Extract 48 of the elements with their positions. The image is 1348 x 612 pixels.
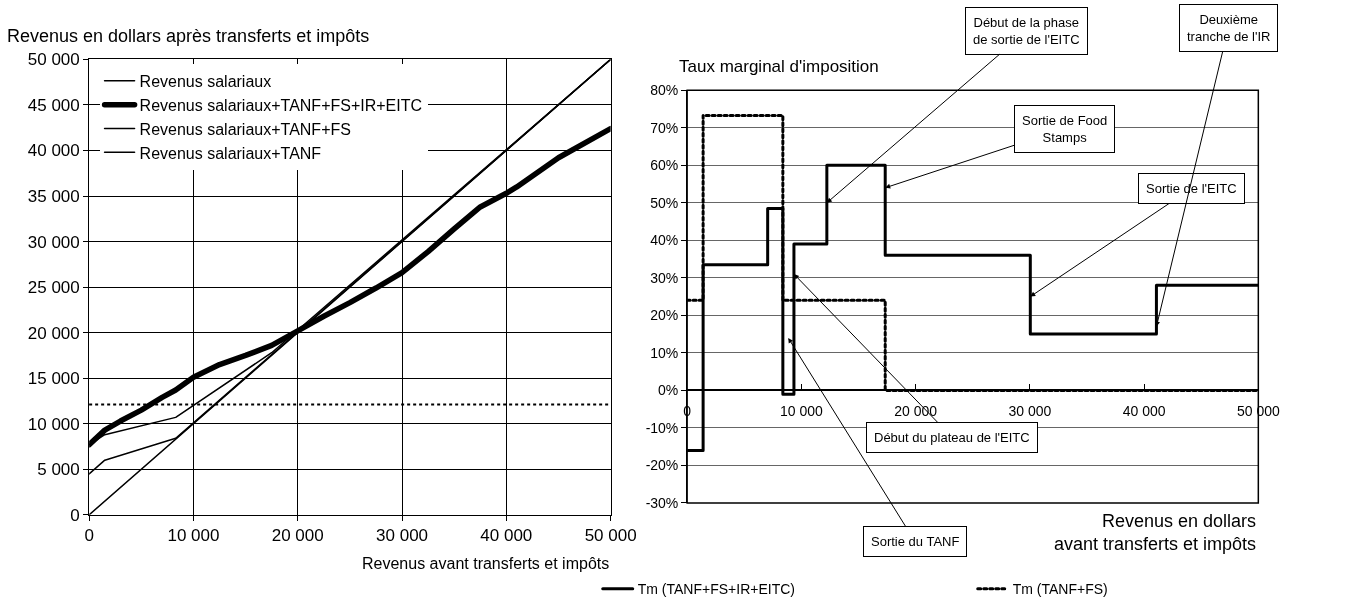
y-tick-label: 0 <box>70 505 80 525</box>
x-axis-title: Revenus en dollars avant transferts et impôts <box>1054 511 1257 555</box>
x-tick-label: 50 000 <box>584 526 637 546</box>
y-tick-label: -30% <box>645 494 679 511</box>
y-tick-label: 10% <box>650 344 679 361</box>
y-tick-label: 80% <box>650 82 679 99</box>
x-tick-label: 40 000 <box>1122 403 1166 420</box>
legend-label: Revenus salariaux <box>139 73 272 91</box>
y-tick-label: 70% <box>650 119 679 136</box>
x-tick-label: 20 000 <box>894 403 938 420</box>
legend-label: Tm (TANF+FS+IR+EITC) <box>637 581 795 598</box>
y-tick-label: 45 000 <box>27 95 80 115</box>
x-tick-label: 10 000 <box>167 526 220 546</box>
legend-label: Revenus salariaux+TANF+FS <box>139 120 351 138</box>
y-tick-label: 20% <box>650 307 679 324</box>
y-tick-label: 30 000 <box>27 232 80 252</box>
annotation: Sortie du TANF <box>871 534 960 549</box>
legend-label: Tm (TANF+FS) <box>1012 581 1108 598</box>
annotation: Début du plateau de l'EITC <box>874 430 1030 445</box>
y-tick-label: 20 000 <box>27 323 80 343</box>
annotation: Sortie de Food Stamps <box>1022 113 1108 145</box>
y-tick-label: 25 000 <box>27 278 80 298</box>
y-tick-label: 35 000 <box>27 186 80 206</box>
y-tick-label: 15 000 <box>27 369 80 389</box>
annotation: Début de la phase de sortie de l'EITC <box>973 15 1080 47</box>
y-tick-label: 50 000 <box>27 50 80 70</box>
x-axis-title: Revenus avant transferts et impôts <box>362 555 610 572</box>
y-tick-label: -20% <box>645 457 679 474</box>
annotation: Deuxième tranche de l'IR <box>1187 12 1271 44</box>
x-tick-label: 30 000 <box>376 526 429 546</box>
legend-label: Revenus salariaux+TANF <box>139 144 322 162</box>
y-tick-label: 0% <box>658 382 679 399</box>
y-tick-label: 30% <box>650 269 679 286</box>
y-tick-label: 5 000 <box>37 460 80 480</box>
y-tick-label: -10% <box>645 419 679 436</box>
annotation: Sortie de l'EITC <box>1146 181 1237 196</box>
y-tick-label: 40 000 <box>27 141 80 161</box>
y-tick-label: 50% <box>650 194 679 211</box>
x-tick-label: 20 000 <box>271 526 324 546</box>
y-tick-label: 40% <box>650 232 679 249</box>
x-tick-label: 40 000 <box>480 526 533 546</box>
x-tick-label: 30 000 <box>1008 403 1052 420</box>
x-tick-label: 0 <box>84 526 94 546</box>
y-tick-label: 60% <box>650 157 679 174</box>
x-tick-label: 10 000 <box>779 403 823 420</box>
y-axis-title: Taux marginal d'imposition <box>679 57 879 76</box>
y-axis-title: Revenus en dollars après transferts et impôts <box>7 26 370 46</box>
legend-label: Revenus salariaux+TANF+FS+IR+EITC <box>139 96 423 114</box>
